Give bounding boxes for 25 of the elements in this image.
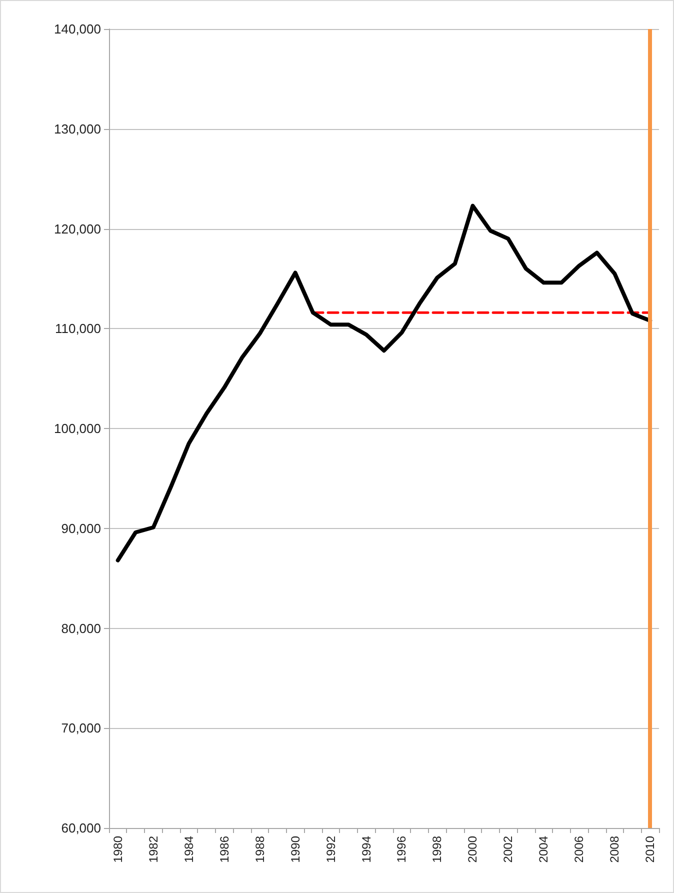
x-tick-label: 2000 <box>466 836 480 863</box>
y-tick-label: 60,000 <box>61 820 101 836</box>
x-tick-label: 1996 <box>394 836 409 863</box>
x-tick-label: 1986 <box>217 836 232 863</box>
x-tick-label: 1990 <box>288 836 302 863</box>
y-tick-label: 120,000 <box>54 221 101 236</box>
x-tick-label: 1998 <box>430 836 444 863</box>
x-tick-label: 2006 <box>572 836 586 863</box>
y-tick-label: 80,000 <box>61 620 101 636</box>
y-tick-label: 130,000 <box>54 121 101 136</box>
x-tick-label: 1984 <box>182 836 196 863</box>
x-tick-label: 1992 <box>324 836 338 863</box>
y-tick-label: 90,000 <box>61 520 101 536</box>
x-tick-label: 2008 <box>608 836 622 863</box>
y-tick-label: 100,000 <box>54 421 101 436</box>
x-tick-label: 1980 <box>110 836 125 863</box>
y-tick-label: 70,000 <box>61 720 101 736</box>
x-tick-label: 1994 <box>359 836 374 863</box>
x-tick-label: 2002 <box>501 836 516 863</box>
y-tick-label: 140,000 <box>54 22 101 36</box>
x-tick-label: 1988 <box>252 836 267 863</box>
x-tick-label: 2004 <box>536 836 551 863</box>
y-tick-label: 110,000 <box>54 321 101 336</box>
x-tick-label: 2010 <box>643 836 658 863</box>
x-tick-label: 1982 <box>146 836 160 863</box>
